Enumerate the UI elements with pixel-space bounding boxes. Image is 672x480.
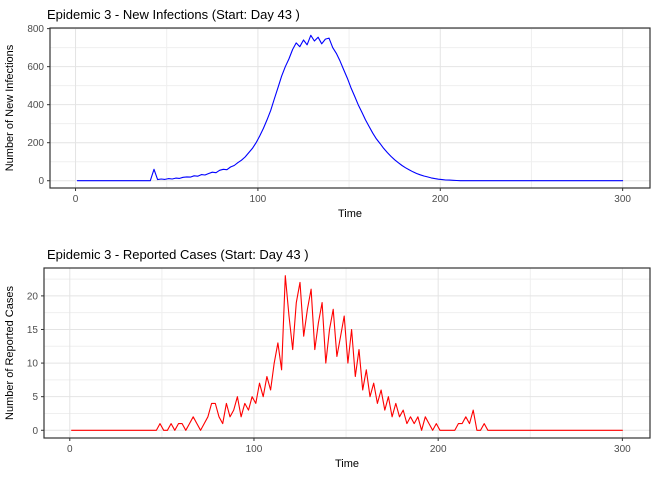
y-tick-label: 20: [27, 291, 39, 302]
y-tick-label: 10: [27, 359, 39, 370]
y-tick-label: 0: [32, 426, 38, 437]
new-infections-line: [76, 34, 624, 182]
y-tick-label: 15: [27, 325, 39, 336]
reported-cases-plot: 0 100 200 300 0 5 10 15 20 Epidemic 3 - Reported …: [4, 247, 651, 470]
x-axis-label: Time: [338, 208, 362, 220]
x-tick-label: 0: [67, 444, 73, 455]
x-tick-label: 200: [432, 194, 449, 205]
y-axis-label: Number of Reported Cases: [4, 286, 16, 420]
y-tick-label: 5: [32, 392, 38, 403]
reported-cases-chart: 0 100 200 300 0 5 10 15 20 Epidemic 3 - Reported …: [0, 240, 672, 480]
x-tick-label: 200: [430, 444, 447, 455]
x-tick-label: 0: [73, 194, 79, 205]
x-axis-label: Time: [335, 458, 359, 470]
chart-title: Epidemic 3 - New Infections (Start: Day …: [47, 7, 300, 22]
panel-background: [50, 28, 650, 188]
y-axis-label: Number of New Infections: [4, 44, 16, 171]
y-tick-label: 800: [27, 24, 44, 35]
y-tick-label: 400: [27, 100, 44, 111]
y-tick-label: 200: [27, 138, 44, 149]
panel-border: [43, 267, 651, 439]
x-tick-label: 300: [614, 444, 631, 455]
x-tick-label: 100: [246, 444, 263, 455]
panel-border: [49, 27, 651, 189]
y-tick-label: 600: [27, 62, 44, 73]
chart-title: Epidemic 3 - Reported Cases (Start: Day …: [47, 247, 309, 262]
x-tick-label: 100: [250, 194, 267, 205]
reported-cases-line: [71, 275, 623, 431]
new-infections-chart: 0 100 200 300 0 200 400 600 800 Epidemic 3 - New …: [4, 7, 651, 220]
y-tick-label: 0: [38, 176, 44, 187]
x-tick-label: 300: [614, 194, 631, 205]
